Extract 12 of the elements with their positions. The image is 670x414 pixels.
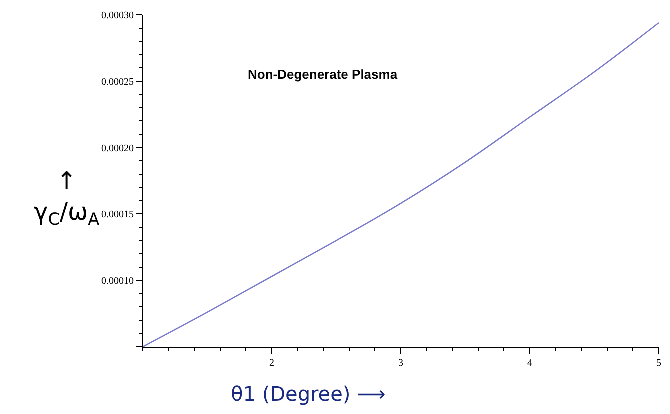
- x-tick-label: 5: [656, 358, 662, 369]
- y-tick-label: 0.00015: [102, 210, 134, 221]
- y-tick-label: 0.00030: [102, 10, 134, 22]
- y-tick-label: 0.00025: [102, 76, 134, 88]
- annotation: Non-Degenerate Plasma: [248, 67, 398, 82]
- y-axis-title: ↑ γ$_{C}$/ω$_{A}$: [34, 167, 100, 230]
- y-tick-label: 0.00020: [102, 143, 134, 154]
- x-tick-label: 3: [398, 358, 404, 369]
- x-tick-label: 2: [270, 358, 274, 369]
- x-axis-title: θ1 (Degree) ⟶: [231, 382, 386, 406]
- y-tick-label: 0.00010: [102, 276, 134, 288]
- x-tick-label: 4: [528, 358, 532, 369]
